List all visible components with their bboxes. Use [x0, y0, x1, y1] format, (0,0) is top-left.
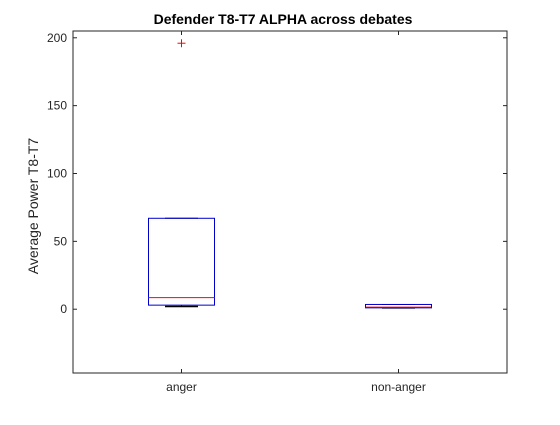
x-tick-label-non-anger: non-anger: [371, 380, 426, 394]
marks-layer: 0 50 100 150 200 anger non-anger: [47, 31, 507, 394]
y-axis-label: Average Power T8-T7: [25, 138, 41, 275]
x-tick-label-anger: anger: [166, 380, 197, 394]
y-tick-label-100: 100: [47, 167, 67, 181]
box-anger: [148, 217, 215, 306]
chart-title: Defender T8-T7 ALPHA across debates: [154, 11, 413, 27]
y-tick-label-50: 50: [54, 234, 68, 248]
box-non-anger: [365, 303, 432, 309]
y-tick-label-150: 150: [47, 99, 67, 113]
outlier-marker-anger-0: [177, 39, 186, 48]
y-tick-label-200: 200: [47, 31, 67, 45]
y-tick-label-0: 0: [60, 302, 67, 316]
plot-area-frame: [72, 30, 508, 374]
